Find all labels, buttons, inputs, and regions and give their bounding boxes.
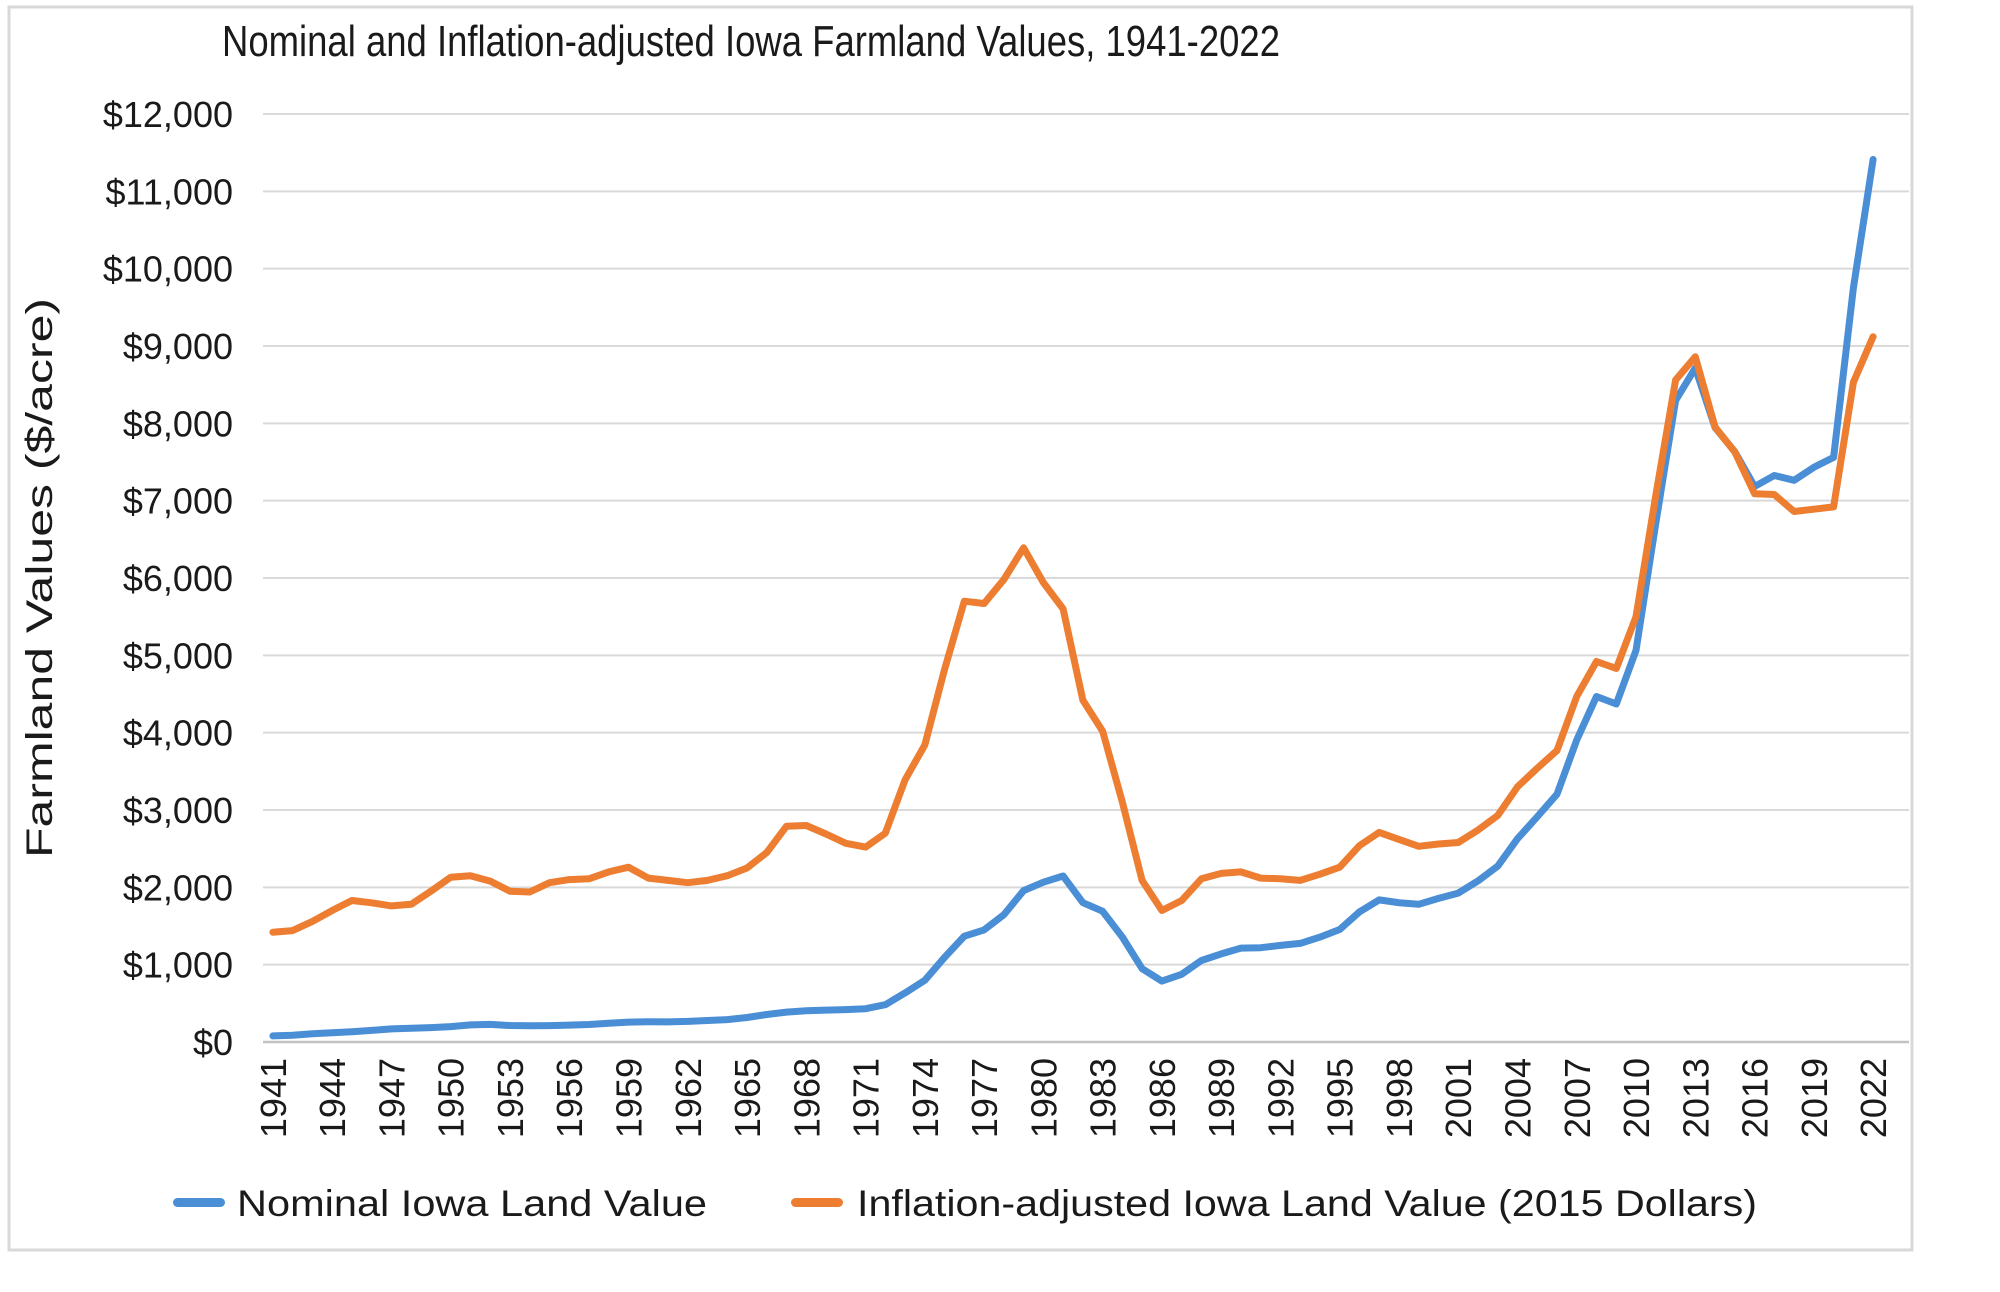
x-tick-label: 1947	[371, 1058, 412, 1138]
x-tick-label: 1992	[1260, 1058, 1301, 1138]
x-tick-label: 1980	[1023, 1058, 1064, 1138]
x-tick-label: 2001	[1438, 1058, 1479, 1138]
x-tick-label: 2004	[1498, 1058, 1539, 1138]
legend-marker-nominal-line	[173, 1198, 225, 1207]
y-tick-label: $12,000	[103, 94, 233, 135]
x-tick-label: 1977	[964, 1058, 1005, 1138]
y-axis-title: Farmland Values ($/acre)	[19, 298, 60, 858]
legend: Nominal Iowa Land Value Inflation-adjust…	[173, 1183, 1757, 1224]
x-tick-label: 1968	[786, 1058, 827, 1138]
x-axis-tick-labels: 1941 1944 1947 1950 1953 1956 1959 1962 1965 1968…	[253, 1058, 1894, 1138]
y-tick-label: $2,000	[123, 867, 233, 908]
x-tick-label: 2013	[1675, 1058, 1716, 1138]
x-tick-label: 1941	[253, 1058, 294, 1138]
x-tick-label: 2016	[1735, 1058, 1776, 1138]
y-tick-label: $7,000	[123, 481, 233, 522]
x-tick-label: 1959	[608, 1058, 649, 1138]
nominal-land-value-line	[269, 156, 1877, 1040]
inflation-adjusted-land-value-line	[269, 333, 1877, 936]
y-tick-label: $9,000	[123, 326, 233, 367]
x-tick-label: 2019	[1794, 1058, 1835, 1138]
y-axis-tick-labels: $12,000 $11,000 $10,000 $9,000 $8,000 $7,000 $…	[103, 94, 233, 1063]
y-tick-label: $11,000	[106, 171, 233, 212]
x-tick-label: 1956	[549, 1058, 590, 1138]
x-tick-label: 1965	[727, 1058, 768, 1138]
y-tick-label: $5,000	[123, 635, 233, 676]
x-tick-label: 1953	[490, 1058, 531, 1138]
legend-marker-inflation-line	[791, 1198, 843, 1207]
y-tick-label: $10,000	[103, 249, 233, 290]
y-tick-label: $0	[193, 1022, 233, 1063]
x-tick-label: 1974	[905, 1058, 946, 1138]
x-tick-label: 1950	[431, 1058, 472, 1138]
legend-label-inflation: Inflation-adjusted Iowa Land Value (2015…	[857, 1183, 1757, 1224]
y-tick-label: $3,000	[123, 790, 233, 831]
x-tick-label: 1986	[1142, 1058, 1183, 1138]
x-tick-label: 2007	[1557, 1058, 1598, 1138]
x-tick-label: 1962	[668, 1058, 709, 1138]
y-tick-label: $4,000	[123, 713, 233, 754]
x-tick-label: 1998	[1379, 1058, 1420, 1138]
x-tick-label: 1944	[312, 1058, 353, 1138]
x-tick-label: 2022	[1853, 1058, 1894, 1138]
x-tick-label: 1971	[846, 1058, 887, 1138]
y-tick-label: $1,000	[123, 945, 233, 986]
series-lines	[269, 156, 1877, 1040]
x-tick-label: 1983	[1083, 1058, 1124, 1138]
x-tick-label: 1995	[1320, 1058, 1361, 1138]
x-tick-label: 1989	[1201, 1058, 1242, 1138]
y-tick-label: $8,000	[123, 403, 233, 444]
legend-label-nominal: Nominal Iowa Land Value	[237, 1183, 707, 1224]
x-tick-label: 2010	[1616, 1058, 1657, 1138]
chart-title: Nominal and Inflation-adjusted Iowa Farm…	[222, 17, 1280, 66]
y-tick-label: $6,000	[123, 558, 233, 599]
